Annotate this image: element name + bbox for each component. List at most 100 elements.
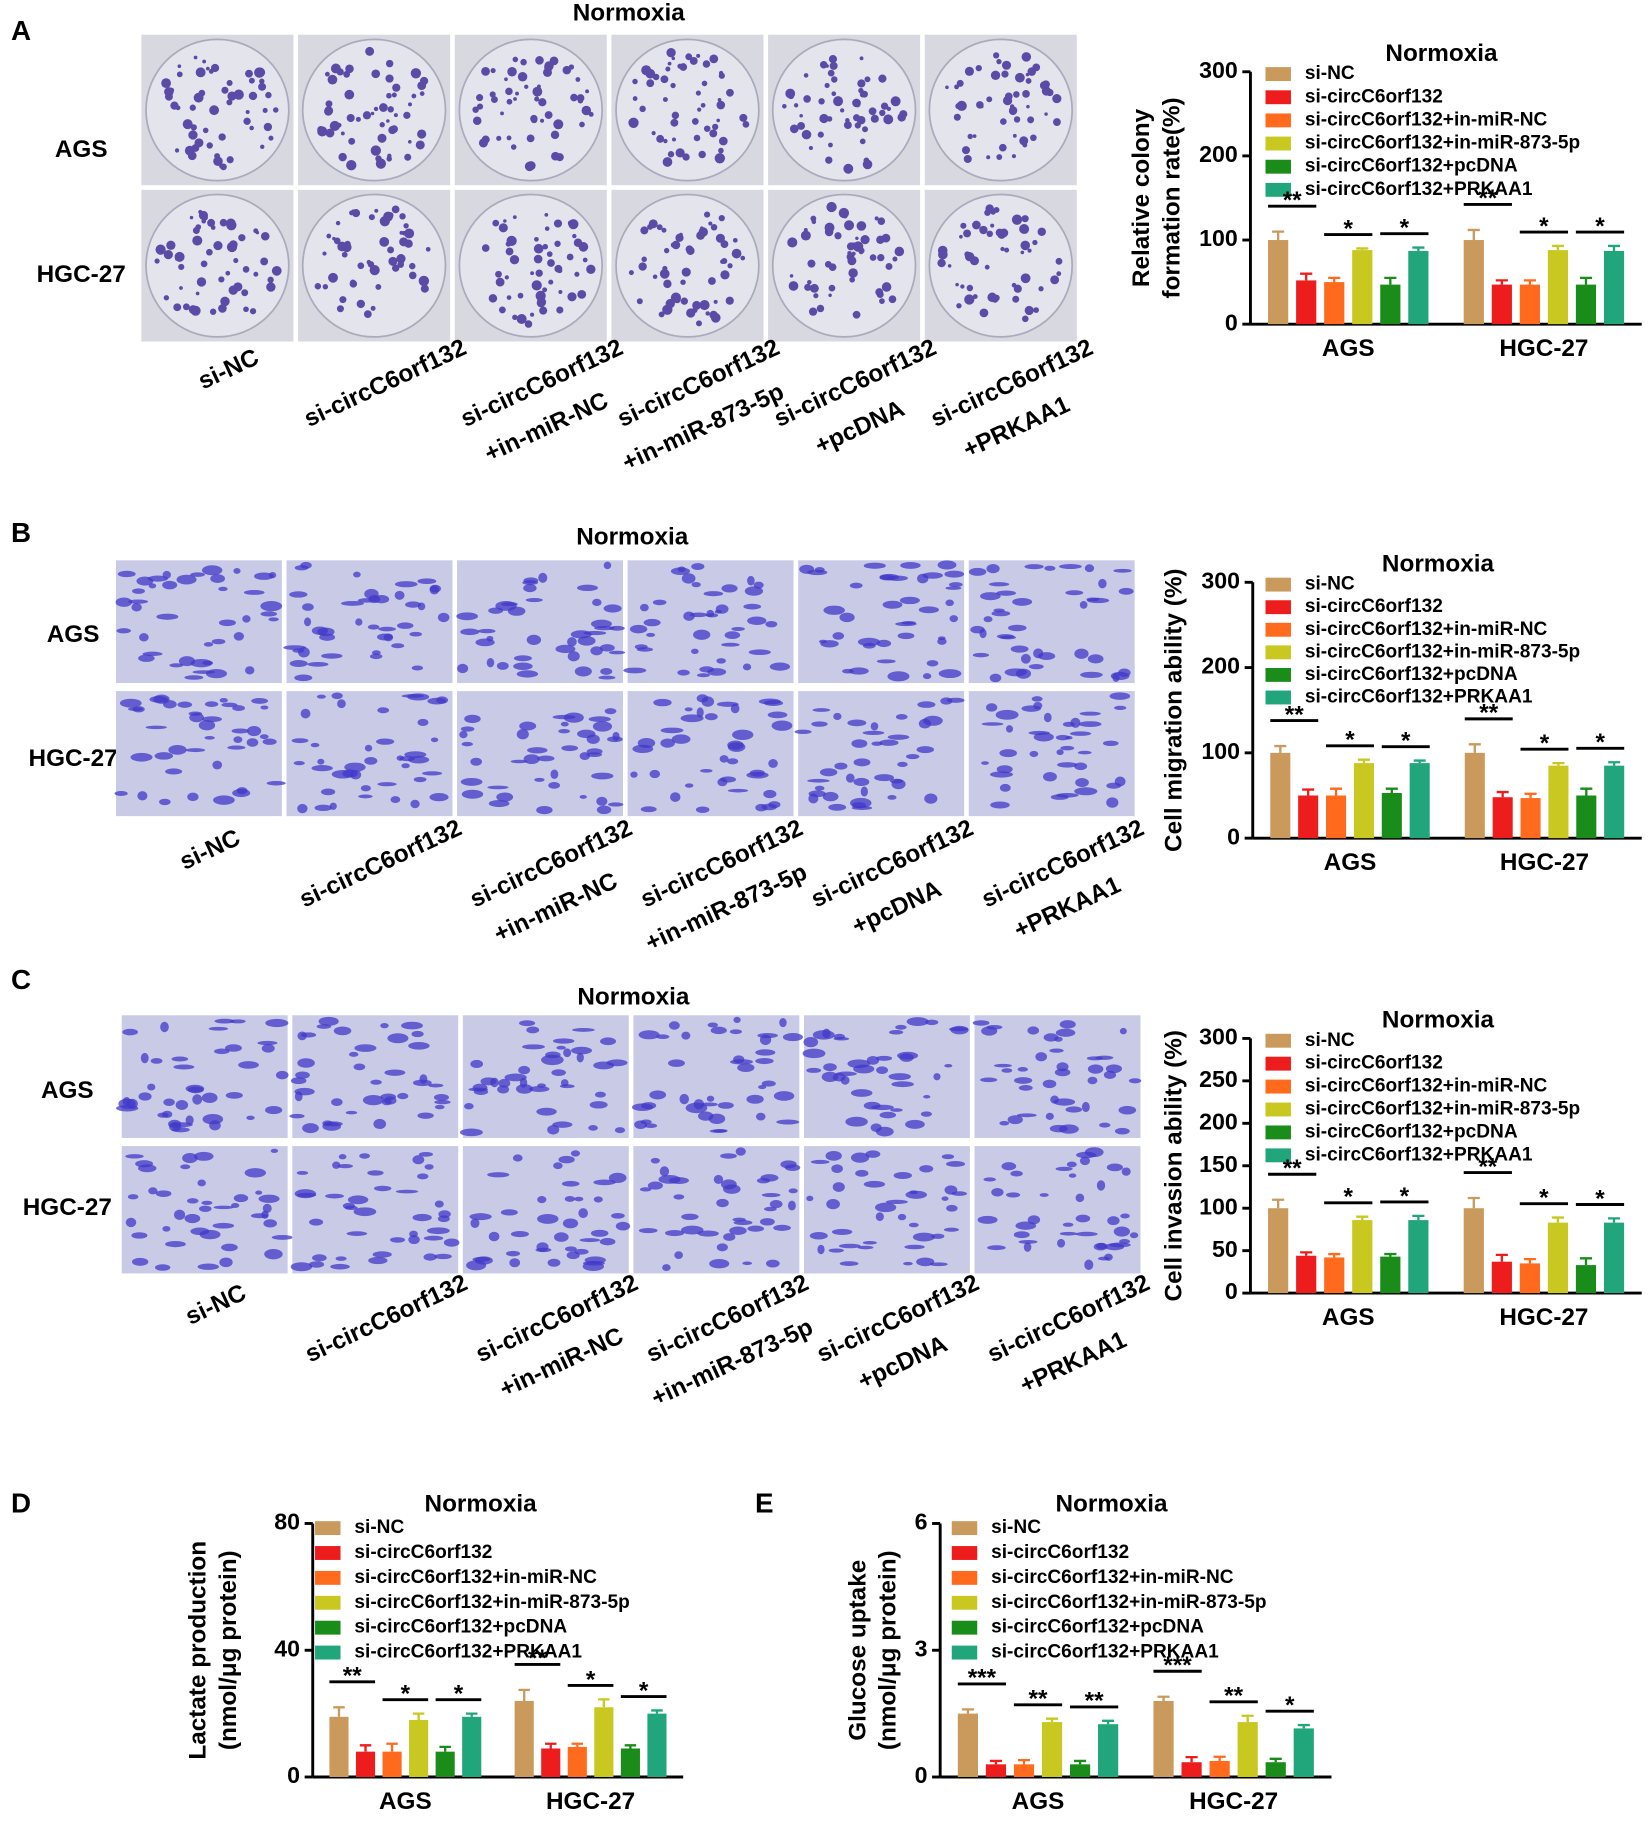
bar (1408, 1220, 1429, 1294)
cell (513, 662, 533, 670)
y-axis-label: Relative colony (1128, 108, 1155, 287)
y-tick-label: 40 (274, 1635, 300, 1661)
cell (553, 1232, 569, 1242)
cell (903, 1261, 913, 1266)
cell (979, 628, 987, 639)
y-tick-label: 300 (1201, 567, 1240, 593)
colony (355, 116, 361, 122)
cell (460, 777, 483, 786)
cell (923, 715, 943, 726)
cell (845, 1116, 868, 1127)
cell (165, 1240, 186, 1248)
cell (197, 1179, 206, 1187)
cell (518, 1020, 536, 1027)
cell (652, 599, 667, 606)
cell (330, 1263, 350, 1270)
colony (855, 102, 861, 108)
cell (419, 1074, 428, 1084)
cell (991, 1187, 1004, 1197)
cell (875, 1055, 893, 1061)
colony (639, 105, 646, 113)
cell (944, 1063, 953, 1068)
significance-label: ** (1029, 1686, 1048, 1713)
significance-label: ** (343, 1663, 362, 1690)
cell (310, 742, 320, 748)
legend-label: si-NC (354, 1517, 404, 1538)
colony (534, 96, 540, 102)
cell (434, 1099, 451, 1105)
cell (730, 703, 740, 714)
cell (1013, 1077, 1033, 1084)
colony (588, 111, 594, 117)
cell (290, 1077, 307, 1085)
cell (218, 619, 236, 627)
cell (899, 596, 920, 605)
cell (260, 611, 278, 617)
colony (819, 60, 828, 69)
colony (397, 261, 404, 268)
colony (972, 134, 977, 138)
cell (579, 1238, 601, 1243)
colony (408, 271, 417, 280)
colony (955, 282, 959, 287)
cell (901, 621, 916, 625)
cell (706, 1095, 715, 1102)
cell (857, 637, 881, 647)
colony (379, 122, 385, 128)
cell (747, 616, 767, 625)
cell (353, 1207, 377, 1217)
colony (213, 156, 223, 167)
colony (404, 153, 412, 161)
cell (527, 747, 548, 754)
cell (401, 763, 410, 769)
colony (233, 257, 239, 264)
cell (756, 1177, 771, 1184)
colony (533, 243, 544, 254)
bar (1604, 765, 1625, 839)
colony (568, 219, 579, 230)
colony (520, 58, 527, 66)
colony (1023, 229, 1028, 234)
colony (828, 263, 837, 272)
colony (782, 103, 787, 109)
cell (214, 1018, 235, 1024)
cell (214, 1048, 230, 1055)
colony (408, 140, 412, 144)
colony (826, 201, 837, 213)
cell (516, 670, 539, 678)
cell (189, 712, 204, 723)
error-bar (333, 1706, 345, 1717)
cell (397, 622, 414, 629)
cell (1013, 1231, 1030, 1239)
legend-label: si-circC6orf132+PRKAA1 (354, 1642, 582, 1663)
cell (212, 760, 223, 770)
cell (1119, 1239, 1131, 1244)
colony (581, 105, 592, 116)
cell (659, 1166, 670, 1177)
significance-label: ** (1085, 1688, 1104, 1715)
significance-label: ** (1478, 1153, 1497, 1180)
cell (563, 1048, 572, 1058)
cell (895, 713, 908, 720)
cell (926, 660, 939, 667)
cell (838, 1243, 861, 1249)
legend-label: si-circC6orf132+in-miR-873-5p (1305, 1099, 1580, 1120)
cell (1057, 762, 1078, 768)
bar (1069, 1764, 1091, 1778)
colony (824, 82, 830, 89)
error-bar (1579, 276, 1593, 285)
colony (709, 310, 718, 320)
colony (233, 282, 243, 292)
cell (460, 726, 475, 732)
cell (744, 586, 764, 596)
cell (968, 567, 987, 576)
colony (641, 256, 647, 263)
colony (828, 54, 838, 64)
cell (260, 601, 283, 612)
cell (989, 673, 1002, 683)
colony (1013, 91, 1020, 98)
cell (596, 796, 608, 806)
cell (257, 1040, 278, 1046)
x-tick-label: HGC-27 (1499, 335, 1588, 362)
error-bar (1467, 228, 1480, 241)
